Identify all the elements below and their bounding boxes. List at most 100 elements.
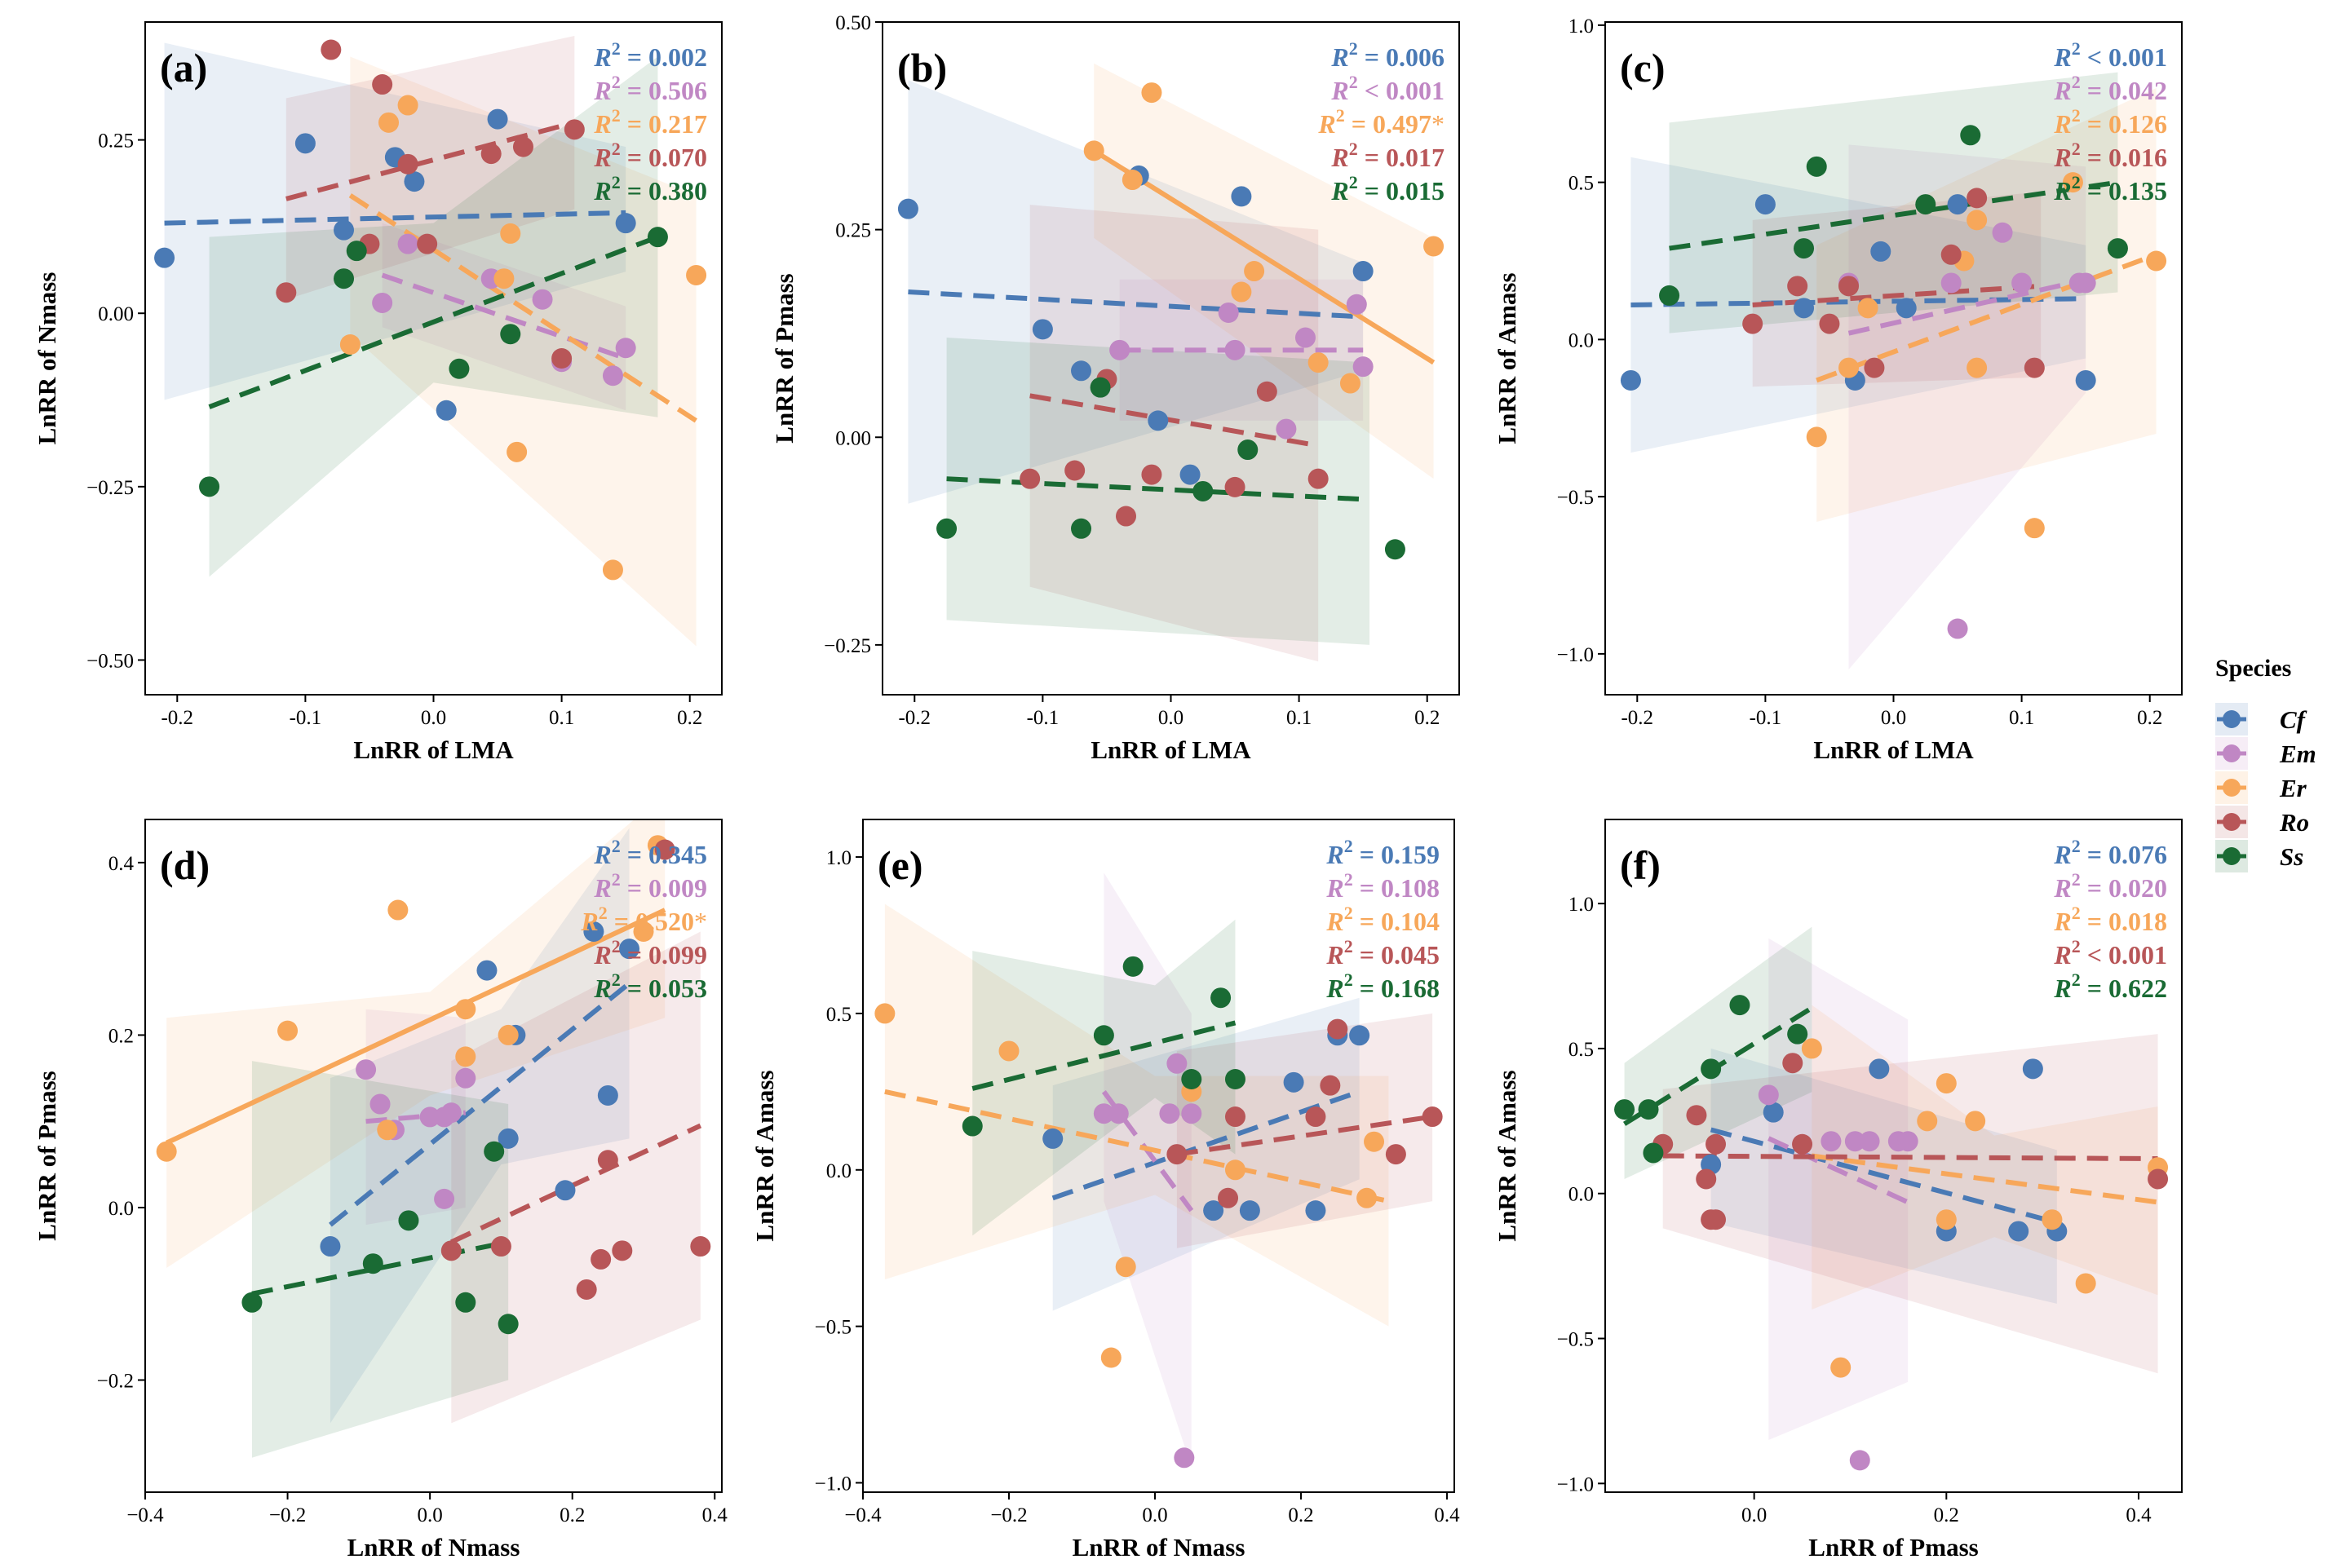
data-point-Ro [480,144,502,165]
r2-annotation-Cf: R2 = 0.345 [593,836,707,869]
data-point-Em [369,1093,391,1115]
x-axis-title: LnRR of Pmass [1808,1533,1978,1561]
data-point-Cf [2008,1221,2029,1242]
data-point-Er [498,1024,519,1045]
r2-annotation-Ss: R2 = 0.380 [593,172,707,205]
x-axis-title: LnRR of Nmass [1073,1533,1245,1561]
x-tick-label: 0.2 [2137,707,2162,729]
plot-area [1620,72,2167,670]
confidence-band-Cf [330,828,630,1424]
data-point-Em [1224,339,1245,360]
data-point-Ss [647,227,668,248]
panel-1: -0.2 -0.1 0.0 0.1 0.2 −0.25 0.00 0.25 0.50 LnRR o… [770,12,1460,764]
y-axis-title: LnRR of Amass [1493,272,1521,444]
y-tick-label: −0.2 [97,1371,134,1393]
x-axis-title: LnRR of LMA [1813,735,1974,764]
x-tick-label: 0.2 [1288,1504,1313,1526]
data-point-Er [1965,1111,1986,1132]
data-point-Ss [1806,156,1827,177]
data-point-Em [356,1059,377,1080]
data-point-Er [378,112,400,133]
data-point-Ss [500,324,521,345]
y-axis-title: LnRR of Pmass [33,1071,61,1240]
panel-label: (d) [160,842,210,888]
x-tick-label: 0.2 [677,707,702,729]
confidence-band-Ro [285,36,575,300]
fit-line-Ro [450,1123,702,1244]
fit-line-Cf [1051,1089,1360,1201]
data-point-Er [1141,82,1162,104]
panel-2: -0.2 -0.1 0.0 0.1 0.2 −1.0 −0.5 0.0 0.5 1.0 LnRR o… [1493,15,2183,764]
fit-line-Cf [164,210,626,226]
data-point-Em [1346,294,1367,315]
r2-annotation-Cf: R2 = 0.006 [1330,38,1445,72]
data-point-Ss [1915,194,1936,215]
data-point-Em [1352,356,1374,378]
data-point-Em [434,1106,455,1128]
confidence-band-Ss [1669,72,2118,333]
fit-line-Ss [971,1020,1237,1091]
data-point-Er [1356,1187,1378,1208]
data-point-Ss [334,268,355,289]
x-tick-label: 0.2 [1934,1504,1959,1526]
data-point-Ro [1116,506,1137,527]
data-point-Em [455,1067,476,1089]
plot-frame [1604,819,2183,1493]
legend-key-point-Ss [2223,847,2241,865]
data-point-Ro [612,1240,633,1261]
fit-line-Em [1847,277,2086,336]
fit-line-Cf [1630,296,2086,307]
fit-line-Er [348,193,698,423]
legend-key-point-Cf [2223,710,2241,728]
r2-annotation-Er: R2 = 0.520* [580,903,707,936]
data-point-Ro [1742,313,1763,334]
data-point-Ro [397,153,418,174]
x-tick-label: 0.0 [418,1504,443,1526]
data-point-Cf [1794,298,1815,319]
data-point-Ss [1224,1068,1245,1089]
data-point-Ro [1307,468,1329,489]
data-point-Em [1218,302,1239,323]
data-point-Ss [1960,125,1981,146]
data-point-Er [1806,426,1827,448]
confidence-band-Ss [209,56,658,577]
legend-key-point-Ro [2223,813,2241,831]
data-point-Em [1821,1131,1842,1152]
y-tick-label: −1.0 [1557,1473,1594,1495]
data-point-Ro [1782,1053,1803,1074]
r2-annotation-Ro: R2 = 0.070 [593,139,707,172]
data-point-Ro [321,39,342,60]
data-point-Ss [199,476,220,497]
y-tick-label: 0.0 [108,1198,134,1220]
x-tick-label: 0.2 [1414,707,1440,729]
x-tick-label: 0.0 [1158,707,1183,729]
data-point-Cf [436,400,457,421]
data-point-Ro [1422,1106,1443,1128]
y-tick-label: 0.00 [98,303,134,325]
y-tick-label: 0.4 [108,853,135,875]
y-tick-label: 0.0 [826,1160,852,1182]
data-point-Ro [1305,1106,1326,1128]
data-point-Cf [1042,1128,1064,1149]
data-point-Er [1830,1357,1852,1378]
data-point-Er [1936,1209,1957,1230]
plot-area [897,63,1445,662]
data-point-Er [455,1046,476,1067]
x-tick-label: 0.4 [1434,1504,1460,1526]
legend-title: Species [2215,655,2291,682]
y-tick-label: −0.50 [86,650,134,672]
data-point-Er [339,333,361,355]
data-point-Cf [1032,319,1053,340]
data-point-Cf [1071,360,1092,382]
data-point-Cf [555,1180,576,1201]
data-point-Cf [498,1128,519,1149]
data-point-Ro [1838,276,1860,297]
legend-key-point-Er [2223,779,2241,797]
data-point-Cf [404,171,425,192]
data-point-Er [1967,357,1988,378]
data-point-Ss [346,241,367,262]
data-point-Er [1224,1159,1245,1181]
r2-annotation-Er: R2 = 0.104 [1325,903,1440,936]
panel-0: -0.2 -0.1 0.0 0.1 0.2 −0.50 −0.25 0.00 0.25 LnRR … [33,21,723,764]
